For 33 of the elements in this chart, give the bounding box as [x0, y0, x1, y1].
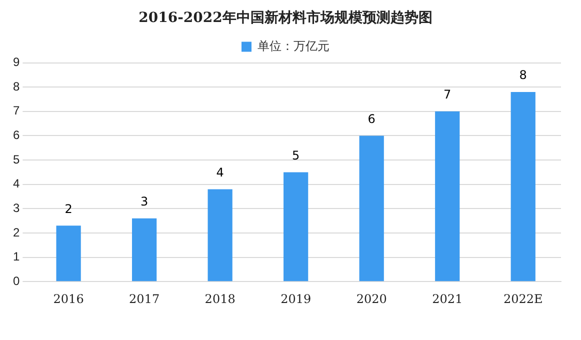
bar	[284, 172, 308, 282]
x-tick-label: 2018	[204, 292, 236, 306]
x-tick-label: 2020	[356, 292, 387, 306]
x-tick-label: 2021	[432, 292, 463, 306]
bar	[435, 111, 460, 282]
y-tick-label: 8	[12, 79, 20, 94]
x-tick-label: 2017	[129, 292, 160, 306]
data-label: 8	[519, 68, 527, 82]
bar	[132, 218, 157, 282]
y-tick-label: 4	[12, 176, 20, 191]
data-label: 6	[368, 112, 376, 126]
bar	[56, 226, 81, 282]
bar	[359, 136, 384, 282]
y-tick-label: 3	[12, 200, 20, 215]
y-tick-label: 1	[12, 250, 20, 264]
bar	[208, 189, 232, 282]
y-tick-label: 9	[12, 55, 20, 70]
y-tick-label: 0	[12, 274, 20, 288]
data-label: 7	[444, 88, 452, 102]
y-tick-label: 7	[12, 104, 20, 118]
x-tick-label: 2019	[280, 292, 312, 306]
legend-label: 单位：万亿元	[258, 39, 330, 54]
data-label: 2	[64, 202, 72, 216]
y-tick-label: 2	[12, 225, 20, 240]
y-tick-label: 5	[12, 152, 20, 166]
bar	[510, 92, 536, 282]
x-tick-label: 2016	[53, 292, 84, 306]
y-tick-label: 6	[12, 128, 20, 142]
data-label: 5	[292, 148, 300, 162]
data-label: 3	[140, 194, 148, 209]
chart-title: 2016-2022年中国新材料市场规模预测趋势图	[138, 9, 432, 26]
x-tick-label: 2022E	[503, 292, 543, 306]
data-label: 4	[216, 165, 224, 180]
